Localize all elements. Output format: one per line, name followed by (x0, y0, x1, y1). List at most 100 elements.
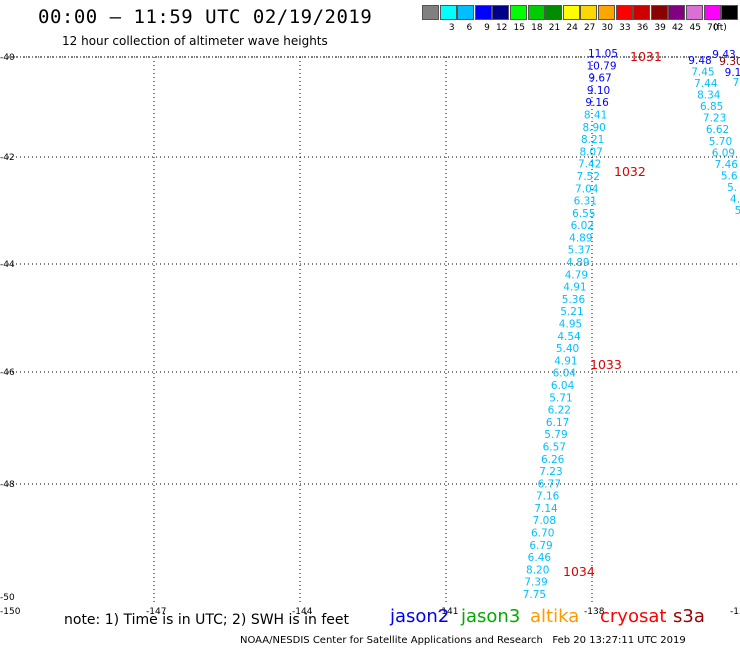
wave-height-value: 4.95 (559, 319, 582, 331)
wave-height-value: 6.77 (538, 478, 561, 490)
wave-height-value: 7.16 (536, 491, 560, 503)
scale-swatch (492, 5, 510, 20)
wave-height-value: 7.42 (578, 159, 601, 171)
wave-height-value: 8.07 (579, 146, 602, 158)
wave-height-value: 6.55 (572, 208, 595, 220)
lat-tick-label: -48 (0, 480, 15, 490)
scale-label: 39 (654, 23, 666, 33)
wave-height-value: 6.79 (529, 540, 552, 552)
wave-height-value: 6.22 (548, 405, 571, 417)
scale-swatch (598, 5, 615, 20)
scale-swatch (721, 5, 739, 20)
wave-height-value: 7.45 (691, 67, 714, 79)
scale-swatch (580, 5, 598, 20)
legend-jason2: jason2 (390, 606, 450, 627)
scale-swatch (562, 5, 580, 20)
scale-swatch (703, 5, 721, 20)
wave-height-value: 9.16 (585, 97, 609, 109)
wave-height-value: 7.08 (533, 515, 556, 527)
wave-height-value: 7.23 (703, 113, 726, 125)
wave-height-value: 4.89 (566, 257, 589, 269)
wave-height-value: 10.79 (586, 60, 616, 72)
scale-label: 42 (671, 23, 684, 33)
scale-swatch (686, 5, 703, 20)
wave-height-value: 8.41 (584, 109, 607, 121)
lat-tick-label: -44 (0, 260, 15, 270)
wave-height-value: 5 (735, 205, 740, 217)
lon-tick-label: -150 (0, 607, 21, 617)
wave-height-value: 4.79 (565, 269, 588, 281)
scale-label: 36 (636, 23, 649, 33)
wave-height-value: 4.91 (554, 355, 577, 367)
wave-height-value: 9.43 (712, 49, 735, 61)
scale-label: 45 (689, 23, 701, 33)
wave-height-value: 7.14 (534, 503, 558, 515)
wave-height-value: 4.54 (557, 331, 581, 343)
wave-height-value: 7.75 (523, 589, 546, 601)
scale-label: 30 (601, 23, 613, 33)
lat-tick-label: -40 (0, 53, 15, 63)
scale-swatch (545, 5, 563, 20)
wave-height-value: 8.21 (581, 134, 604, 146)
wave-height-value: 7.44 (694, 78, 718, 90)
wave-height-value: 6.46 (528, 552, 552, 564)
map-title: 00:00 – 11:59 UTC 02/19/2019 (38, 6, 373, 28)
scale-swatch (439, 5, 457, 20)
wave-height-value: 9.10 (587, 85, 610, 97)
map-subtitle: 12 hour collection of altimeter wave hei… (62, 34, 328, 48)
lat-tick-label: -42 (0, 153, 15, 163)
wave-height-value: 4. (730, 193, 740, 205)
time-mark-label: 1031 (630, 49, 662, 64)
wave-height-value: 7.04 (575, 183, 599, 195)
wave-height-value: 5.6 (721, 170, 738, 182)
wave-height-value: 6.62 (706, 124, 729, 136)
wave-height-value: 8.34 (697, 90, 721, 102)
wave-height-value: 7.39 (524, 577, 547, 589)
wave-height-value: 6.17 (546, 417, 569, 429)
wave-height-value: 7.46 (715, 159, 739, 171)
wave-height-value: 5.40 (556, 343, 579, 355)
credit-text: NOAA/NESDIS Center for Satellite Applica… (240, 635, 543, 646)
wave-height-value: 8.90 (582, 122, 605, 134)
scale-label: 18 (531, 23, 543, 33)
wave-height-value: 9.48 (688, 55, 711, 67)
scale-label: 27 (583, 23, 596, 33)
wave-height-value: 5.21 (560, 306, 583, 318)
wave-height-value: 6.04 (551, 380, 575, 392)
wave-height-value: 4.89 (569, 232, 592, 244)
scale-unit: (ft) (713, 23, 727, 33)
scale-label: 15 (513, 23, 525, 33)
wave-height-value: 5. (727, 182, 737, 194)
lon-tick-label: -135 (730, 607, 740, 617)
lat-tick-label: -46 (0, 368, 15, 378)
legend-altika: altika (530, 606, 580, 627)
wave-height-value: 5.79 (544, 429, 567, 441)
scale-swatch (615, 5, 633, 20)
time-mark-label: 1032 (614, 164, 646, 179)
wave-height-value: 8.20 (526, 564, 549, 576)
wave-height-value: 6.02 (571, 220, 594, 232)
lon-tick-label: -147 (146, 607, 166, 617)
wave-height-value: 6.70 (531, 528, 554, 540)
scale-label: 6 (466, 23, 473, 33)
scale-swatch (457, 5, 475, 20)
wave-height-value: 6.09 (712, 147, 735, 159)
wave-height-value: 6.04 (553, 368, 577, 380)
scale-swatch (510, 5, 527, 20)
scale-label: 21 (548, 23, 561, 33)
scale-swatch (474, 5, 492, 20)
lon-tick-label: -138 (584, 607, 605, 617)
legend-s3a: s3a (673, 606, 705, 627)
footer-timestamp: Feb 20 13:27:11 UTC 2019 (552, 635, 686, 646)
wave-height-value: 11.05 (588, 48, 618, 60)
scale-swatch (422, 5, 439, 20)
wave-height-value: 5.37 (568, 245, 591, 257)
wave-height-value: 9.67 (588, 73, 611, 85)
scale-swatch (650, 5, 668, 20)
footer-credit: NOAA/NESDIS Center for Satellite Applica… (240, 635, 686, 646)
scale-label: 24 (566, 23, 578, 33)
wave-height-value: 7 (733, 77, 740, 89)
footer-note: note: 1) Time is in UTC; 2) SWH is in fe… (64, 612, 350, 628)
lon-tick-label: -144 (292, 607, 313, 617)
wave-height-value: 6.26 (541, 454, 565, 466)
